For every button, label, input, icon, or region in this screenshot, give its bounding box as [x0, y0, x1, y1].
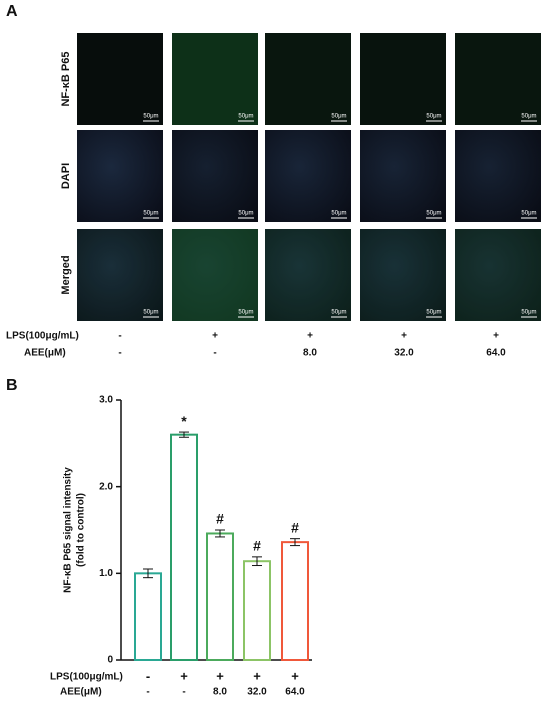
micrograph [77, 33, 163, 125]
condition-value: 32.0 [247, 687, 267, 698]
row-label: DAPI [60, 163, 72, 189]
scale-label: 50μm [143, 310, 158, 316]
condition-value: + [401, 331, 407, 342]
dapi-signal [77, 229, 163, 321]
p65-signal [77, 229, 163, 321]
p65-signal [77, 33, 163, 125]
scale-label: 50μm [238, 114, 253, 120]
condition-value: 32.0 [394, 348, 414, 359]
y-tick-label: 2.0 [99, 481, 113, 492]
condition-value: + [493, 331, 499, 342]
scale-label: 50μm [331, 211, 346, 217]
condition-value: 8.0 [213, 687, 227, 698]
p65-signal [455, 229, 541, 321]
bar [170, 433, 198, 661]
y-tick-label: 0 [107, 655, 113, 666]
panel-label: B [6, 377, 18, 394]
scale-label: 50μm [521, 211, 536, 217]
condition-value: - [182, 687, 185, 698]
scale-label: 50μm [521, 114, 536, 120]
dapi-signal [360, 130, 446, 222]
scale-label: 50μm [238, 310, 253, 316]
condition-value: + [212, 331, 218, 342]
condition-value: + [291, 668, 299, 683]
condition-value: 8.0 [303, 348, 317, 359]
condition-label: LPS(100μg/mL) [50, 672, 123, 683]
condition-label: LPS(100μg/mL) [6, 331, 79, 342]
scale-label: 50μm [238, 211, 253, 217]
significance-mark: * [181, 413, 187, 429]
scale-label: 50μm [426, 211, 441, 217]
micrograph [172, 33, 258, 125]
condition-value: - [118, 348, 121, 359]
row-label: NF-κB P65 [60, 51, 72, 106]
scale-label: 50μm [331, 310, 346, 316]
condition-label: AEE(μM) [60, 687, 102, 698]
condition-value: + [216, 668, 224, 683]
micrograph [455, 33, 541, 125]
dapi-signal [360, 229, 446, 321]
bar [134, 572, 162, 661]
scale-label: 50μm [521, 310, 536, 316]
scale-label: 50μm [143, 211, 158, 217]
dapi-signal [455, 229, 541, 321]
p65-signal [360, 229, 446, 321]
condition-value: 64.0 [285, 687, 305, 698]
bar [206, 532, 234, 662]
significance-mark: # [291, 519, 299, 535]
y-tick-label: 1.0 [99, 568, 113, 579]
bar [281, 541, 309, 662]
p65-signal [455, 33, 541, 125]
micrograph [360, 33, 446, 125]
significance-mark: # [216, 511, 224, 527]
micrograph [265, 33, 351, 125]
condition-value: - [146, 687, 149, 698]
bar [243, 560, 271, 662]
condition-value: - [118, 331, 121, 342]
p65-signal [172, 33, 258, 125]
scale-label: 50μm [426, 114, 441, 120]
y-tick-label: 3.0 [99, 395, 113, 406]
dapi-signal [172, 130, 258, 222]
panel-label: A [6, 3, 18, 20]
condition-value: - [213, 348, 216, 359]
dapi-signal [265, 130, 351, 222]
condition-value: + [307, 331, 313, 342]
dapi-signal [172, 229, 258, 321]
condition-value: + [180, 668, 188, 683]
scale-label: 50μm [426, 310, 441, 316]
condition-value: 64.0 [486, 348, 506, 359]
row-label: Merged [60, 255, 72, 294]
p65-signal [172, 229, 258, 321]
significance-mark: # [253, 538, 261, 554]
condition-label: AEE(μM) [24, 348, 66, 359]
scale-label: 50μm [331, 114, 346, 120]
y-axis-label: (fold to control) [76, 493, 87, 567]
p65-signal [265, 229, 351, 321]
p65-signal [265, 33, 351, 125]
scale-label: 50μm [143, 114, 158, 120]
condition-value: - [146, 668, 150, 683]
y-axis-label: NF-κB P65 signal intensity [63, 467, 74, 593]
condition-value: + [253, 668, 261, 683]
p65-signal [360, 33, 446, 125]
dapi-signal [77, 130, 163, 222]
dapi-signal [265, 229, 351, 321]
dapi-signal [455, 130, 541, 222]
